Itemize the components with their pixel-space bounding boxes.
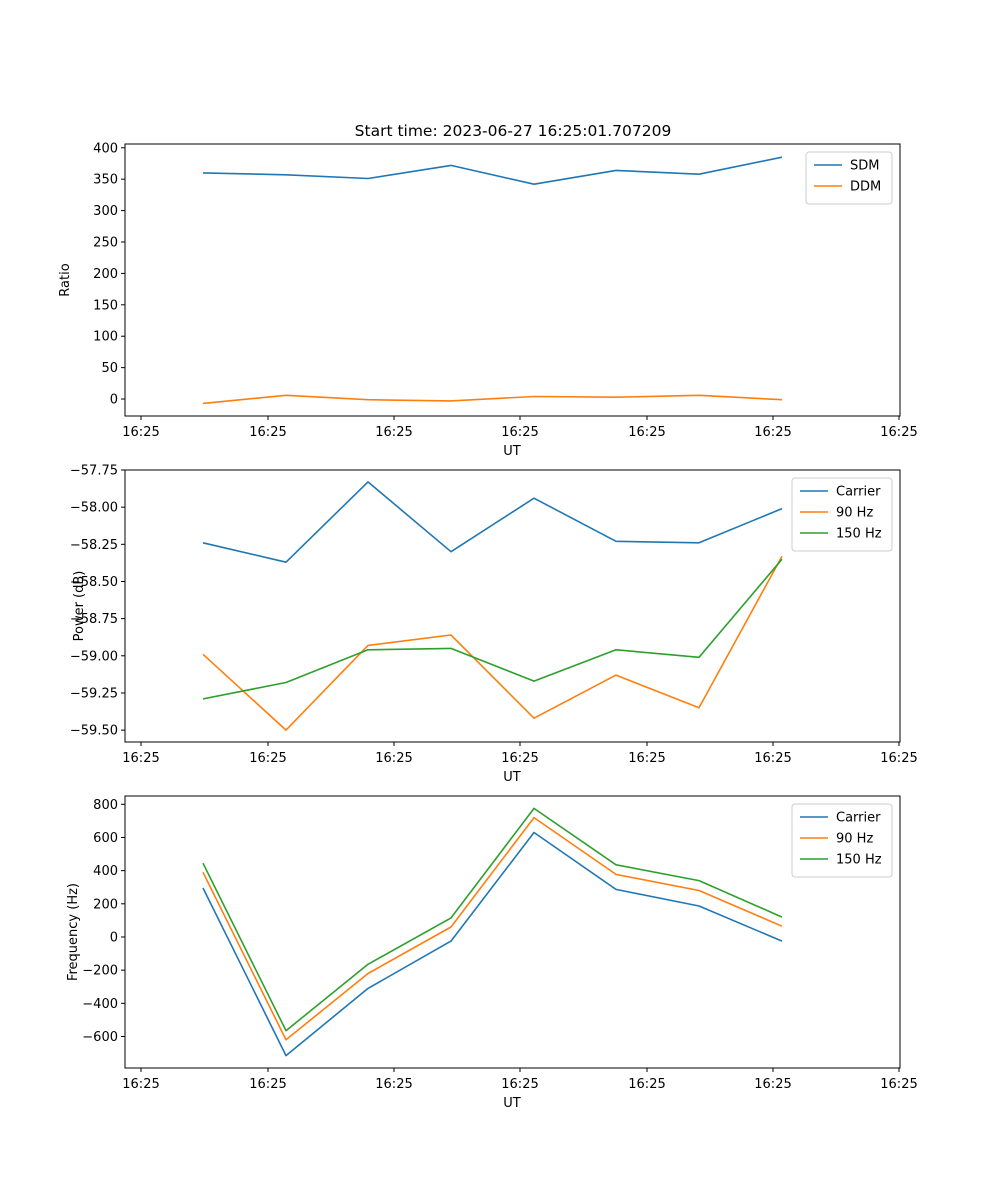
x-tick-label-3-3: 16:25: [375, 1077, 412, 1092]
x-tick-label-1-1: 16:25: [122, 425, 159, 440]
y-tick-label-3-8: 800: [93, 798, 118, 813]
x-tick-label-1-5: 16:25: [628, 425, 665, 440]
y-tick-label-1-2: 50: [101, 361, 118, 376]
y-tick-label-1-1: 0: [110, 393, 118, 408]
x-tick-label-2-3: 16:25: [375, 751, 412, 766]
x-tick-label-3-5: 16:25: [628, 1077, 665, 1092]
x-tick-label-2-6: 16:25: [754, 751, 791, 766]
x-tick-label-3-1: 16:25: [122, 1077, 159, 1092]
x-tick-label-2-5: 16:25: [628, 751, 665, 766]
axes-frame-2: [124, 469, 901, 743]
legend-label-2-3: 150 Hz: [836, 527, 882, 542]
series-line-3-3: [202, 807, 783, 1032]
series-line-2-2: [202, 555, 783, 731]
x-axis-label-2: UT: [503, 770, 521, 785]
panel-3: 16:25 16:25 16:25 16:25 16:25 16:25 16:25 −600 −…: [66, 795, 918, 1111]
x-tick-label-1-3: 16:25: [375, 425, 412, 440]
x-tick-label-1-2: 16:25: [249, 425, 286, 440]
legend-label-1-2: DDM: [850, 180, 881, 195]
y-tick-label-3-1: −600: [82, 1030, 118, 1045]
legend-label-3-1: Carrier: [836, 811, 881, 826]
y-tick-label-1-6: 250: [93, 235, 118, 250]
series-line-1-2: [202, 394, 783, 405]
legend-label-3-2: 90 Hz: [836, 832, 873, 847]
y-tick-label-3-7: 600: [93, 831, 118, 846]
x-axis-label-1: UT: [503, 444, 521, 459]
legend-label-2-1: Carrier: [836, 485, 881, 500]
y-axis-label-2: Power (dB): [72, 571, 87, 642]
y-axis-label-3: Frequency (Hz): [66, 883, 81, 981]
series-line-3-1: [202, 831, 783, 1057]
panels: 16:25 16:25 16:25 16:25 16:25 16:25 16:25 0 50 10…: [58, 141, 918, 1111]
y-tick-label-1-3: 100: [93, 330, 118, 345]
series-line-2-3: [202, 558, 783, 700]
y-tick-label-1-9: 400: [93, 141, 118, 156]
y-tick-label-1-5: 200: [93, 267, 118, 282]
y-axis-label-1: Ratio: [58, 263, 73, 296]
y-tick-label-2-3: −59.00: [70, 649, 118, 664]
x-tick-label-2-1: 16:25: [122, 751, 159, 766]
y-tick-label-2-7: −58.00: [70, 501, 118, 516]
panel-2: 16:25 16:25 16:25 16:25 16:25 16:25 16:25 −59.5…: [70, 464, 918, 786]
x-tick-label-2-7: 16:25: [880, 751, 917, 766]
figure-title: Start time: 2023-06-27 16:25:01.707209: [355, 122, 672, 140]
x-tick-label-3-4: 16:25: [501, 1077, 538, 1092]
y-tick-label-1-8: 350: [93, 173, 118, 188]
y-tick-label-3-6: 400: [93, 864, 118, 879]
x-tick-label-3-6: 16:25: [754, 1077, 791, 1092]
x-tick-label-1-4: 16:25: [501, 425, 538, 440]
y-tick-label-2-8: −57.75: [70, 464, 118, 479]
y-tick-label-2-4: −58.75: [70, 612, 118, 627]
x-axis-label-3: UT: [503, 1096, 521, 1111]
series-line-2-1: [202, 481, 783, 564]
y-tick-label-2-5: −58.50: [70, 575, 118, 590]
y-tick-label-3-3: −200: [82, 964, 118, 979]
x-tick-label-3-7: 16:25: [880, 1077, 917, 1092]
y-tick-label-3-2: −400: [82, 997, 118, 1012]
legend-label-3-3: 150 Hz: [836, 853, 882, 868]
legend-label-1-1: SDM: [850, 159, 879, 174]
y-tick-label-2-2: −59.25: [70, 686, 118, 701]
x-tick-label-2-4: 16:25: [501, 751, 538, 766]
panel-1: 16:25 16:25 16:25 16:25 16:25 16:25 16:25 0 50 10…: [58, 141, 918, 459]
y-tick-label-1-4: 150: [93, 298, 118, 313]
axes-frame-1: [124, 143, 901, 417]
y-tick-label-3-5: 200: [93, 897, 118, 912]
y-tick-label-3-4: 0: [110, 930, 118, 945]
y-tick-label-1-7: 300: [93, 204, 118, 219]
x-tick-label-2-2: 16:25: [249, 751, 286, 766]
series-line-3-2: [202, 816, 783, 1041]
x-tick-label-1-6: 16:25: [754, 425, 791, 440]
series-line-1-1: [202, 156, 783, 185]
x-tick-label-1-7: 16:25: [880, 425, 917, 440]
x-tick-label-3-2: 16:25: [249, 1077, 286, 1092]
legend-label-2-2: 90 Hz: [836, 506, 873, 521]
y-tick-label-2-6: −58.25: [70, 538, 118, 553]
axes-frame-3: [124, 795, 901, 1069]
y-tick-label-2-1: −59.50: [70, 724, 118, 739]
